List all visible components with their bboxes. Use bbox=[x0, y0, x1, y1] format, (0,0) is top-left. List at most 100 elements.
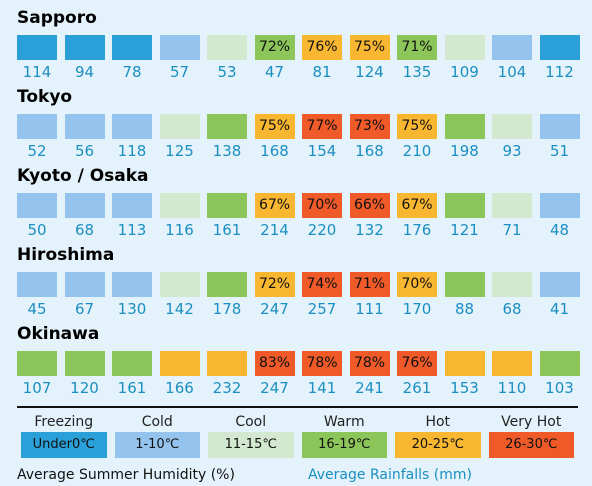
rainfall: 47 bbox=[264, 63, 285, 81]
rainfall: 118 bbox=[117, 142, 147, 160]
month-cell bbox=[17, 193, 57, 218]
month-cell bbox=[17, 35, 57, 60]
month-cell: 77% bbox=[302, 114, 342, 139]
rainfall: 116 bbox=[165, 221, 194, 239]
rainfall: 241 bbox=[355, 379, 384, 397]
rainfall: 214 bbox=[260, 221, 289, 239]
month-cell bbox=[444, 114, 485, 139]
legend-name: Warm bbox=[323, 414, 365, 430]
rainfall: 94 bbox=[74, 63, 95, 81]
rainfall: 154 bbox=[307, 142, 337, 160]
month-cell bbox=[159, 114, 200, 139]
legend-name: Cool bbox=[235, 414, 267, 430]
rainfall: 53 bbox=[217, 63, 237, 81]
month-cell bbox=[539, 351, 580, 376]
rainfall: 57 bbox=[169, 63, 190, 81]
rainfall: 176 bbox=[402, 221, 432, 239]
rainfall-label: Average Rainfalls (mm) bbox=[308, 467, 472, 483]
month-cell bbox=[207, 114, 247, 139]
city-name: Okinawa bbox=[17, 324, 100, 344]
rainfall: 103 bbox=[545, 379, 574, 397]
rainfall: 168 bbox=[260, 142, 289, 160]
month-cell: 70% bbox=[397, 272, 437, 297]
month-cell bbox=[444, 351, 485, 376]
rainfall: 93 bbox=[502, 142, 522, 160]
rainfall: 120 bbox=[70, 379, 99, 397]
month-cell bbox=[17, 114, 57, 139]
month-cell bbox=[112, 35, 152, 60]
month-cell bbox=[539, 272, 580, 297]
rainfall: 247 bbox=[260, 300, 289, 318]
rainfall: 257 bbox=[307, 300, 337, 318]
month-cell bbox=[64, 351, 105, 376]
month-cell: 67% bbox=[397, 193, 437, 218]
month-cell bbox=[207, 193, 247, 218]
rainfall: 113 bbox=[117, 221, 147, 239]
month-cell: 72% bbox=[254, 35, 295, 60]
rainfall: 51 bbox=[549, 142, 570, 160]
month-cell bbox=[492, 272, 532, 297]
month-cell bbox=[159, 351, 200, 376]
legend-name: Cold bbox=[141, 414, 173, 430]
rainfall: 88 bbox=[454, 300, 475, 318]
month-cell bbox=[207, 351, 247, 376]
rainfall: 121 bbox=[450, 221, 479, 239]
rainfall: 50 bbox=[27, 221, 47, 239]
rainfall: 166 bbox=[165, 379, 194, 397]
month-cell bbox=[492, 114, 532, 139]
month-cell: 67% bbox=[254, 193, 295, 218]
month-cell bbox=[539, 114, 580, 139]
rainfall: 68 bbox=[74, 221, 95, 239]
month-cell bbox=[159, 193, 200, 218]
rainfall: 68 bbox=[502, 300, 522, 318]
month-cell: 66% bbox=[349, 193, 390, 218]
legend-swatch: 20-25℃ bbox=[395, 432, 481, 458]
legend-name: Freezing bbox=[34, 414, 94, 430]
legend-swatch: Under0℃ bbox=[21, 432, 107, 458]
humidity-label: Average Summer Humidity (%) bbox=[17, 467, 235, 483]
month-cell bbox=[112, 351, 152, 376]
rainfall: 114 bbox=[22, 63, 52, 81]
month-cell bbox=[492, 193, 532, 218]
rainfall: 52 bbox=[27, 142, 47, 160]
legend-swatch: 11-15℃ bbox=[208, 432, 294, 458]
month-cell bbox=[159, 35, 200, 60]
rainfall: 198 bbox=[450, 142, 479, 160]
rainfall: 56 bbox=[74, 142, 95, 160]
month-cell bbox=[64, 193, 105, 218]
rainfall: 104 bbox=[497, 63, 527, 81]
rainfall: 161 bbox=[212, 221, 242, 239]
month-cell: 71% bbox=[397, 35, 437, 60]
month-cell: 75% bbox=[397, 114, 437, 139]
city-name: Sapporo bbox=[17, 8, 97, 28]
rainfall: 45 bbox=[27, 300, 47, 318]
legend-swatch: 1-10℃ bbox=[114, 432, 200, 458]
month-cell: 70% bbox=[302, 193, 342, 218]
rainfall: 41 bbox=[549, 300, 570, 318]
city-name: Tokyo bbox=[17, 87, 73, 107]
rainfall: 135 bbox=[402, 63, 432, 81]
rainfall: 132 bbox=[355, 221, 384, 239]
rainfall: 247 bbox=[260, 379, 289, 397]
rainfall: 210 bbox=[402, 142, 432, 160]
month-cell bbox=[444, 35, 485, 60]
rainfall: 124 bbox=[355, 63, 384, 81]
rainfall: 125 bbox=[165, 142, 194, 160]
rainfall: 142 bbox=[165, 300, 194, 318]
rainfall: 111 bbox=[355, 300, 384, 318]
month-cell: 78% bbox=[302, 351, 342, 376]
rainfall: 112 bbox=[545, 63, 574, 81]
month-cell: 71% bbox=[349, 272, 390, 297]
month-cell bbox=[17, 272, 57, 297]
rainfall: 170 bbox=[402, 300, 432, 318]
month-cell: 75% bbox=[254, 114, 295, 139]
city-name: Hiroshima bbox=[17, 245, 115, 265]
rainfall: 168 bbox=[355, 142, 384, 160]
rainfall: 109 bbox=[450, 63, 479, 81]
legend-name: Very Hot bbox=[501, 414, 562, 430]
month-cell bbox=[539, 193, 580, 218]
city-name: Kyoto / Osaka bbox=[17, 166, 149, 186]
month-cell: 78% bbox=[349, 351, 390, 376]
month-cell bbox=[112, 193, 152, 218]
